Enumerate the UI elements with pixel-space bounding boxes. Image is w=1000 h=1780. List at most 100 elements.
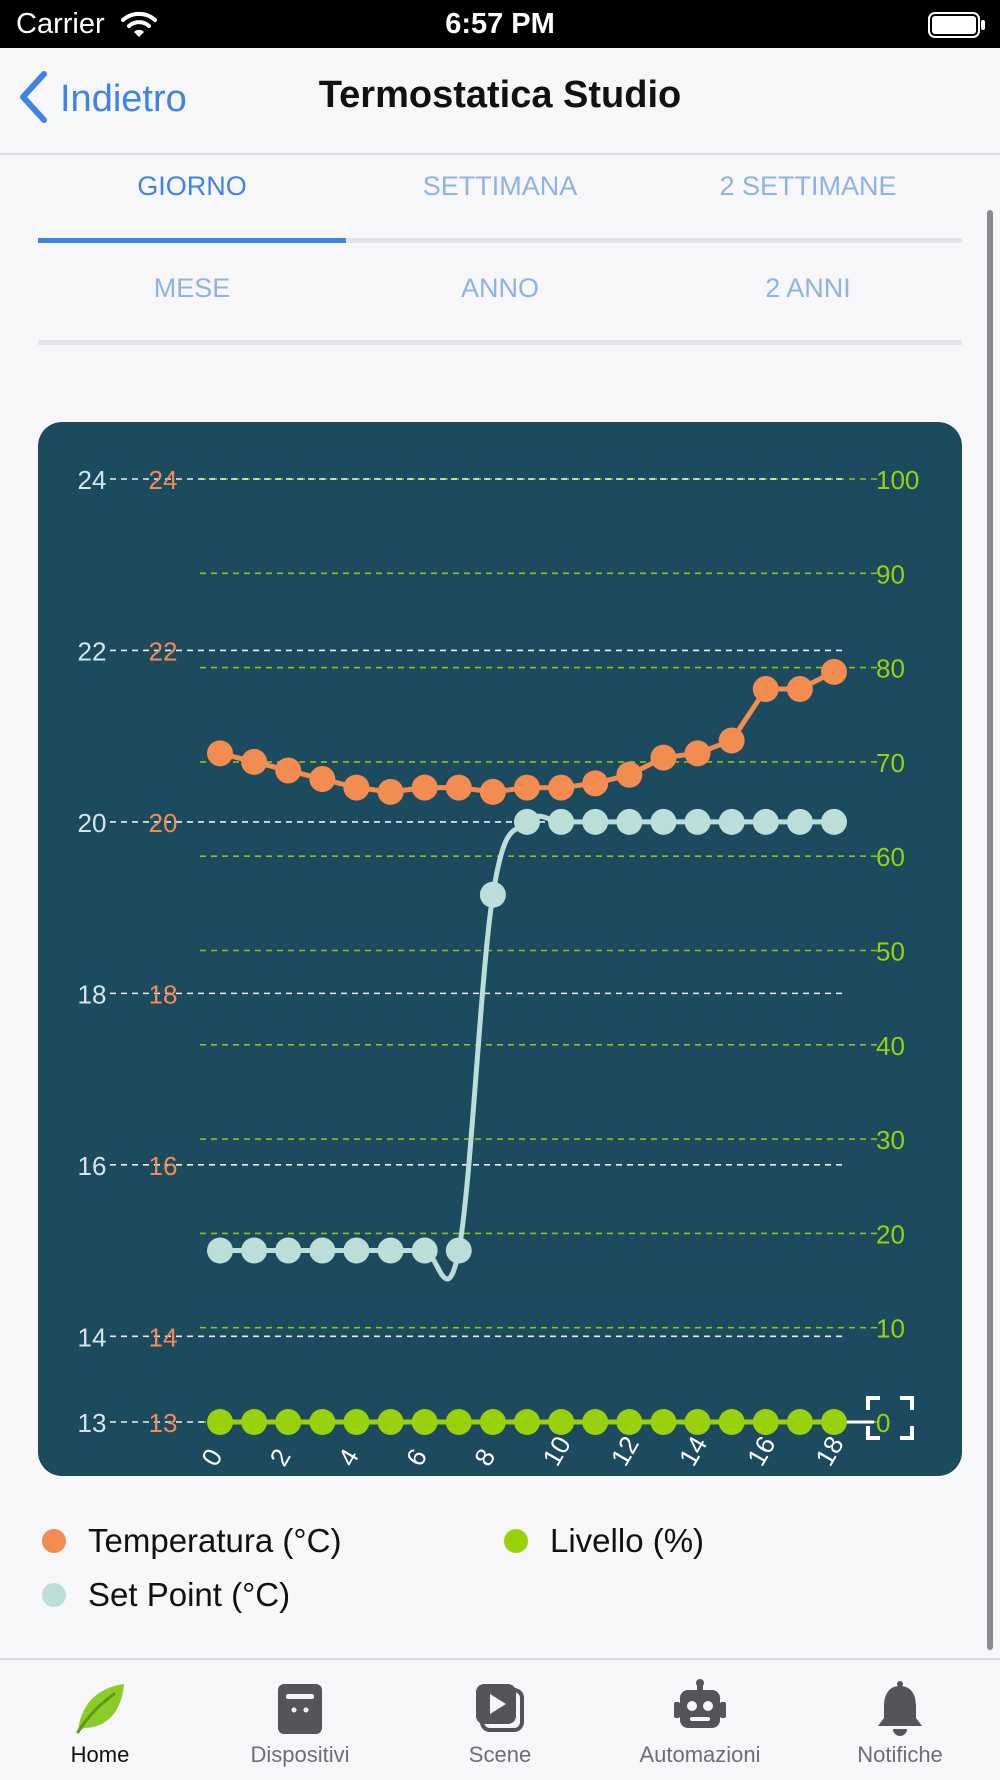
data-point-temperatura-c	[343, 774, 370, 801]
back-label: Indietro	[60, 77, 187, 120]
data-point-set-point-c	[275, 1237, 302, 1264]
tab-underline-row-1	[38, 238, 962, 243]
y-tick-label-right: 0	[876, 1408, 890, 1438]
legend-dot-livello	[504, 1529, 528, 1553]
period-tabs-row-1: GIORNO SETTIMANA 2 SETTIMANE	[38, 171, 962, 202]
page-title: Termostatica Studio	[318, 74, 682, 116]
data-point-temperatura-c	[207, 740, 233, 767]
data-point-set-point-c	[684, 808, 711, 835]
data-point-set-point-c	[752, 808, 779, 835]
data-point-livello	[548, 1409, 575, 1435]
data-point-temperatura-c	[684, 740, 711, 767]
data-point-set-point-c	[616, 808, 643, 835]
data-point-temperatura-c	[582, 770, 609, 797]
back-button[interactable]: Indietro	[18, 70, 187, 128]
y-tick-label-right: 40	[876, 1031, 905, 1061]
data-point-livello	[411, 1409, 438, 1435]
status-bar: Carrier 6:57 PM	[0, 0, 1000, 48]
series-layer	[207, 658, 847, 1435]
x-tick-label: 12	[605, 1431, 645, 1471]
tab-bar-label-home: Home	[70, 1742, 130, 1767]
legend-dot-temperatura	[42, 1529, 66, 1553]
tab-bar-home[interactable]: Home	[0, 1660, 200, 1780]
data-point-set-point-c	[377, 1237, 404, 1264]
x-tick-label: 0	[195, 1443, 228, 1471]
device-icon	[270, 1678, 330, 1738]
scene-play-icon	[470, 1678, 530, 1738]
y-tick-label-left: 18	[78, 979, 107, 1009]
tab-bar-label-automazioni: Automazioni	[639, 1742, 761, 1767]
data-point-set-point-c	[514, 808, 540, 835]
y-tick-label-right: 80	[876, 654, 905, 684]
data-point-livello	[752, 1409, 779, 1435]
data-point-set-point-c	[821, 808, 847, 835]
y-tick-label-temperature: 20	[149, 808, 178, 838]
tab-bar-label-scene: Scene	[468, 1742, 532, 1767]
x-tick-label: 18	[809, 1431, 849, 1471]
y-tick-label-right: 100	[876, 465, 919, 495]
legend-item-livello: Livello (%)	[504, 1522, 704, 1560]
legend-label-livello: Livello (%)	[550, 1522, 705, 1559]
x-tick-label: 4	[332, 1443, 365, 1471]
tab-bar-automazioni[interactable]: Automazioni	[600, 1660, 800, 1780]
y-tick-label-left: 24	[78, 465, 107, 495]
tab-bar-label-dispositivi: Dispositivi	[250, 1742, 350, 1767]
y-tick-label-right: 60	[876, 842, 905, 872]
scrollbar[interactable]	[987, 210, 993, 1650]
y-tick-label-left: 13	[78, 1408, 107, 1438]
y-tick-label-left: 14	[78, 1322, 107, 1352]
tab-2-settimane[interactable]: 2 SETTIMANE	[719, 171, 897, 201]
data-point-set-point-c	[650, 808, 677, 835]
data-point-temperatura-c	[309, 766, 336, 793]
data-point-livello	[241, 1409, 268, 1435]
data-point-livello	[445, 1409, 472, 1435]
robot-icon	[670, 1678, 730, 1738]
tab-mese[interactable]: MESE	[153, 273, 231, 303]
y-tick-label-right: 10	[876, 1314, 905, 1344]
tab-bar: Home Dispositivi Scene	[0, 1658, 1000, 1780]
legend-item-set-point: Set Point (°C)	[42, 1576, 290, 1614]
y-tick-label-right: 20	[876, 1219, 905, 1249]
expand-icon[interactable]	[864, 1392, 916, 1444]
chart-card: 24 24 22 22 20 20 18 18 16 16 14 14 13 13 100 90 80 70 60 5…	[38, 422, 962, 1476]
data-point-set-point-c	[548, 808, 575, 835]
data-point-livello	[786, 1409, 813, 1435]
wifi-icon	[120, 10, 158, 43]
data-point-temperatura-c	[616, 761, 643, 788]
data-point-temperatura-c	[411, 774, 438, 801]
data-point-set-point-c	[411, 1237, 438, 1264]
x-tick-label: 8	[468, 1443, 501, 1471]
bell-icon	[870, 1678, 930, 1738]
data-point-temperatura-c	[786, 676, 813, 703]
tab-settimana[interactable]: SETTIMANA	[422, 171, 578, 201]
chevron-left-icon	[18, 70, 48, 128]
battery-icon	[928, 12, 986, 43]
data-point-temperatura-c	[377, 778, 404, 805]
tab-bar-notifiche[interactable]: Notifiche	[800, 1660, 1000, 1780]
data-point-livello	[207, 1409, 233, 1435]
data-point-set-point-c	[241, 1237, 268, 1264]
x-tick-label: 6	[400, 1443, 433, 1471]
data-point-livello	[684, 1409, 711, 1435]
tab-giorno[interactable]: GIORNO	[137, 171, 247, 201]
data-point-temperatura-c	[445, 774, 472, 801]
y-tick-label-temperature: 22	[149, 636, 178, 666]
data-point-livello	[514, 1409, 540, 1435]
leaf-icon	[70, 1678, 130, 1738]
tab-bar-label-notifiche: Notifiche	[857, 1742, 943, 1767]
data-point-set-point-c	[309, 1237, 336, 1264]
tab-bar-scene[interactable]: Scene	[400, 1660, 600, 1780]
tab-2-anni[interactable]: 2 ANNI	[765, 273, 851, 303]
y-tick-label-right: 30	[876, 1125, 905, 1155]
x-tick-label: 10	[536, 1431, 576, 1471]
data-point-livello	[275, 1409, 302, 1435]
tab-bar-dispositivi[interactable]: Dispositivi	[200, 1660, 400, 1780]
y-tick-label-temperature: 24	[149, 465, 178, 495]
legend-dot-set-point	[42, 1583, 66, 1607]
data-point-temperatura-c	[479, 778, 506, 805]
y-tick-label-right: 50	[876, 937, 905, 967]
tab-anno[interactable]: ANNO	[460, 273, 539, 303]
navigation-bar: Indietro Termostatica Studio	[0, 48, 1000, 155]
